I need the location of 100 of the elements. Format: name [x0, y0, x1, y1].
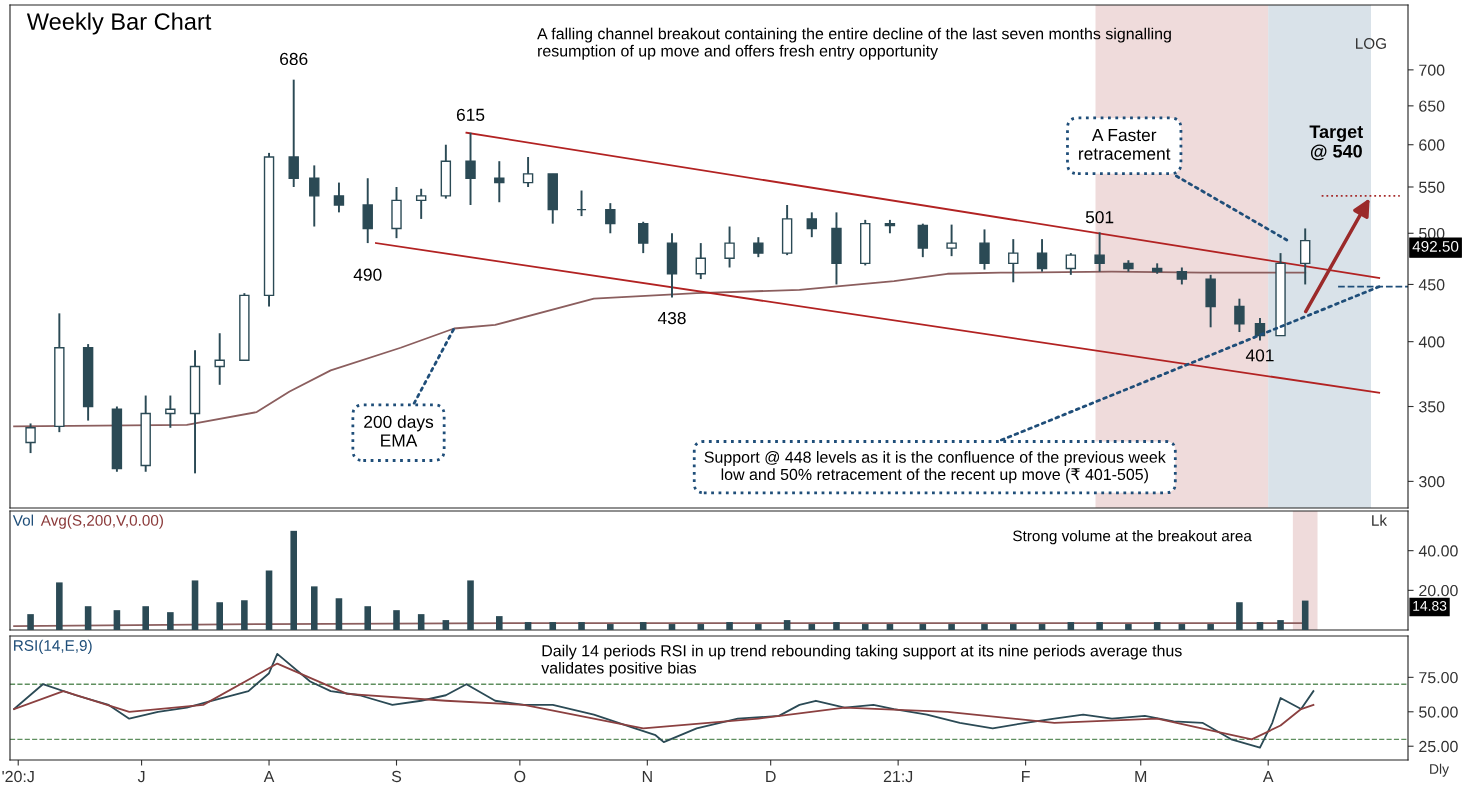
- candlestick: [1036, 238, 1048, 273]
- y-tick-label: 400: [1418, 336, 1445, 348]
- bar: [549, 622, 557, 630]
- annotation: 615: [456, 108, 485, 121]
- annotation: Daily 14 periods RSI in up trend rebounding taking support at its nine periods average thus validates positive bias: [541, 644, 1182, 677]
- x-tick-label: D: [766, 771, 776, 782]
- x-tick-label: N: [642, 771, 652, 782]
- bar: [808, 624, 816, 630]
- bar: [241, 600, 248, 630]
- y-tick-label: 50.00: [1419, 706, 1458, 718]
- bar: [216, 602, 223, 630]
- bar: [1096, 622, 1103, 630]
- candlestick: [465, 131, 476, 206]
- bar: [467, 580, 474, 630]
- bar: [1178, 624, 1186, 630]
- x-tick-label: S: [391, 770, 402, 783]
- candlestick: [494, 160, 505, 204]
- bar: [1236, 602, 1243, 630]
- annotation: A Faster retracement: [1079, 129, 1171, 160]
- x-tick-label: '20:J: [2, 770, 34, 783]
- candlestick: [979, 228, 990, 271]
- bar: [1153, 622, 1161, 630]
- bar: [1009, 624, 1017, 630]
- y-tick-label: 40.00: [1418, 545, 1458, 557]
- candlestick: [214, 332, 225, 386]
- text: 14.83: [1413, 600, 1447, 611]
- bar: [1067, 622, 1075, 630]
- x-tick-label: A: [1262, 771, 1274, 782]
- bar: [84, 606, 92, 630]
- annotation: 686: [280, 52, 308, 66]
- y-tick-label: 20.00: [1419, 584, 1458, 597]
- bar: [981, 624, 988, 630]
- bar: [1256, 622, 1264, 630]
- annotation: Strong volume at the breakout area: [1013, 530, 1252, 545]
- candlestick: [695, 242, 706, 281]
- y-tick-label: 350: [1419, 401, 1445, 413]
- bar: [393, 610, 400, 630]
- bar: [27, 614, 34, 630]
- annotation: Avg(S,200,V,0.00): [40, 514, 163, 529]
- candlestick: [1094, 231, 1105, 273]
- annotation: 490: [353, 268, 382, 281]
- candlestick: [605, 202, 616, 235]
- y-tick-label: 25.00: [1419, 740, 1458, 753]
- annotation: Lk: [1372, 514, 1388, 526]
- bar: [442, 620, 450, 630]
- bar: [310, 586, 318, 630]
- bar: [1207, 624, 1214, 630]
- bar: [886, 624, 894, 630]
- y-tick-label: 75.00: [1419, 671, 1458, 684]
- bar: [142, 606, 149, 630]
- annotation: 438: [657, 311, 686, 325]
- candlestick: [724, 225, 735, 269]
- bar: [668, 624, 676, 630]
- bar: [364, 606, 372, 630]
- bar: [919, 624, 927, 630]
- bar: [417, 614, 425, 630]
- bar: [1038, 624, 1046, 630]
- candlestick: [25, 422, 36, 455]
- y-tick-label: 600: [1419, 139, 1445, 151]
- bar: [496, 616, 503, 630]
- candlestick: [309, 164, 320, 228]
- annotation: 200 days EMA: [364, 415, 434, 447]
- bar: [833, 622, 840, 630]
- bar: [335, 598, 343, 630]
- y-tick-label: 300: [1419, 476, 1445, 488]
- bar: [265, 570, 273, 630]
- candlestick: [362, 177, 373, 245]
- candlestick: [1008, 238, 1019, 284]
- bar: [783, 620, 791, 630]
- x-tick-label: F: [1022, 771, 1030, 782]
- annotation: LOG: [1356, 38, 1386, 49]
- bar: [524, 622, 532, 630]
- x-tick-label: M: [1135, 771, 1147, 782]
- candlestick: [917, 222, 929, 259]
- bar: [639, 622, 647, 630]
- bar: [726, 622, 733, 630]
- annotation: A falling channel breakout containing the entire decline of the last seven months signalling resumption of up move and offers fresh entry opportunity: [537, 27, 1171, 60]
- y-tick-label: 450: [1418, 279, 1445, 291]
- annotation: Target @ 540: [1309, 125, 1363, 161]
- bar: [113, 610, 121, 630]
- bar: [56, 582, 63, 630]
- candlestick: [576, 189, 587, 218]
- candlestick: [753, 236, 764, 259]
- bar: [948, 624, 955, 630]
- bar: [861, 624, 869, 630]
- line-series: [13, 662, 1315, 741]
- text: Dly: [1430, 763, 1449, 777]
- candlestick: [806, 211, 818, 239]
- bar: [191, 580, 199, 630]
- bar: [1125, 624, 1132, 630]
- y-tick-label: 650: [1419, 100, 1445, 112]
- annotation: Vol: [12, 514, 34, 526]
- annotation: 401: [1245, 349, 1274, 362]
- bar: [607, 624, 614, 630]
- x-tick-label: A: [263, 771, 275, 782]
- y-tick-label: 700: [1419, 64, 1445, 76]
- candlestick: [333, 181, 345, 214]
- candlestick: [415, 187, 427, 220]
- candlestick: [1299, 227, 1311, 286]
- text: 492.50: [1412, 241, 1459, 252]
